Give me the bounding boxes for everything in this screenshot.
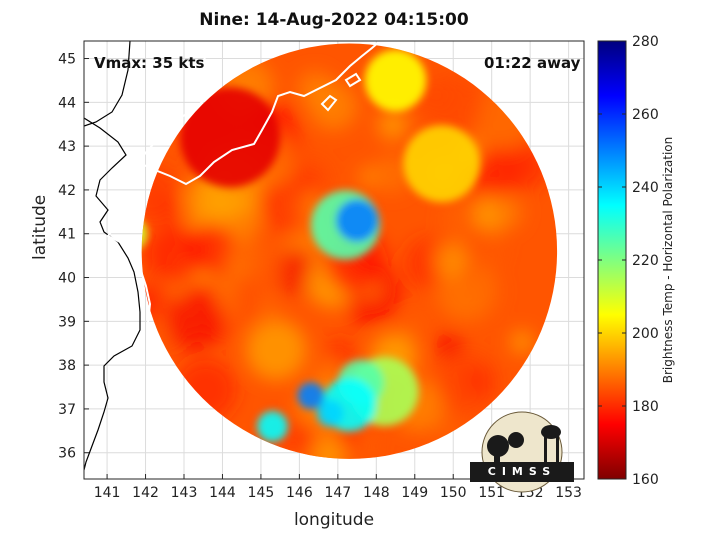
- y-tick-label: 39: [58, 314, 76, 330]
- swath-texture-blob: [315, 359, 343, 387]
- swath-texture-blob: [258, 181, 311, 233]
- page-title: Nine: 14-Aug-2022 04:15:00: [199, 10, 469, 30]
- colorbar-tick-label: 160: [632, 472, 659, 488]
- swath-texture-blob: [510, 330, 534, 354]
- away-annotation: 01:22 away: [484, 54, 581, 72]
- coastline-hokkaido: [136, 41, 381, 186]
- colorbar-tick-label: 220: [632, 253, 659, 269]
- colorbar-ticks: 280 260 240 220 200 180 160: [598, 34, 659, 488]
- x-tick-label: 144: [209, 485, 236, 501]
- swath-texture-blob: [434, 242, 470, 278]
- y-axis-label: latitude: [30, 194, 50, 260]
- coastline-kuril: [320, 72, 362, 112]
- swath-texture-blob: [442, 197, 485, 240]
- y-tick-label: 36: [58, 446, 76, 462]
- y-tick-label: 43: [58, 139, 76, 155]
- colorbar-tick-label: 280: [632, 34, 659, 50]
- swath-texture-blob: [227, 210, 258, 242]
- x-tick-label: 153: [555, 485, 582, 501]
- swath-texture-blob: [310, 435, 347, 459]
- x-tick-label: 146: [286, 485, 313, 501]
- convection-cell: [297, 382, 325, 410]
- swath-texture-blob: [435, 351, 499, 415]
- y-tick-label: 45: [58, 52, 76, 68]
- y-tick-label: 37: [58, 402, 76, 418]
- x-tick-label: 142: [132, 485, 159, 501]
- x-tick-label: 148: [363, 485, 390, 501]
- y-tick-label: 40: [58, 271, 76, 287]
- y-tick-label: 38: [58, 358, 76, 374]
- swath-texture-blob: [185, 223, 237, 276]
- axes-frame: [83, 40, 585, 480]
- colorbar-tick-label: 200: [632, 326, 659, 342]
- swath-texture-blob: [372, 155, 411, 194]
- swath-texture-blob: [252, 253, 287, 288]
- colorbar-tick-label: 180: [632, 399, 659, 415]
- swath-texture-blob: [257, 295, 279, 318]
- y-tick-label: 44: [58, 95, 76, 111]
- axis-ticks: 141 142 143 144 145 146 147 148 149 150 151 152 1533…: [58, 52, 582, 501]
- convection-cell: [403, 125, 481, 203]
- y-tick-label: 41: [58, 227, 76, 243]
- convection-features: [141, 49, 481, 442]
- x-tick-label: 151: [478, 485, 505, 501]
- swath-texture-blob: [309, 82, 358, 131]
- vmax-annotation: Vmax: 35 kts: [94, 54, 205, 72]
- swath-texture-blob: [423, 74, 484, 135]
- x-tick-label: 143: [171, 485, 198, 501]
- x-tick-label: 149: [401, 485, 428, 501]
- convection-cell: [316, 399, 344, 427]
- y-tick-label: 42: [58, 183, 76, 199]
- swath-texture-blob: [484, 241, 505, 262]
- swath-texture-blob: [327, 338, 354, 365]
- swath-texture-blob: [401, 313, 426, 338]
- x-axis-label: longitude: [293, 510, 375, 530]
- x-tick-label: 141: [94, 485, 121, 501]
- swath-texture-blob: [184, 178, 222, 216]
- x-tick-label: 145: [248, 485, 275, 501]
- coastline-outline: [84, 117, 141, 471]
- colorbar-tick-label: 240: [632, 180, 659, 196]
- convection-cell: [364, 49, 427, 112]
- cimss-logo: [470, 411, 574, 493]
- colorbar: [597, 40, 627, 480]
- swath-texture-blob: [378, 110, 408, 140]
- swath-texture-blob: [245, 319, 307, 381]
- convection-cell: [180, 87, 281, 188]
- colorbar-label: Brightness Temp - Horizontal Polarizatio…: [661, 136, 675, 384]
- swath-texture-blob: [489, 195, 525, 230]
- swath-texture-blob: [141, 165, 180, 222]
- logo-text: CIMSS: [487, 465, 557, 478]
- coastline-honshu: [106, 195, 152, 323]
- convection-cell: [257, 411, 288, 442]
- swath-texture-blob: [165, 292, 224, 351]
- x-tick-label: 147: [324, 485, 351, 501]
- coastline-outline-north: [84, 41, 131, 127]
- x-tick-label: 150: [440, 485, 467, 501]
- convection-cell: [335, 199, 379, 242]
- colorbar-tick-label: 260: [632, 107, 659, 123]
